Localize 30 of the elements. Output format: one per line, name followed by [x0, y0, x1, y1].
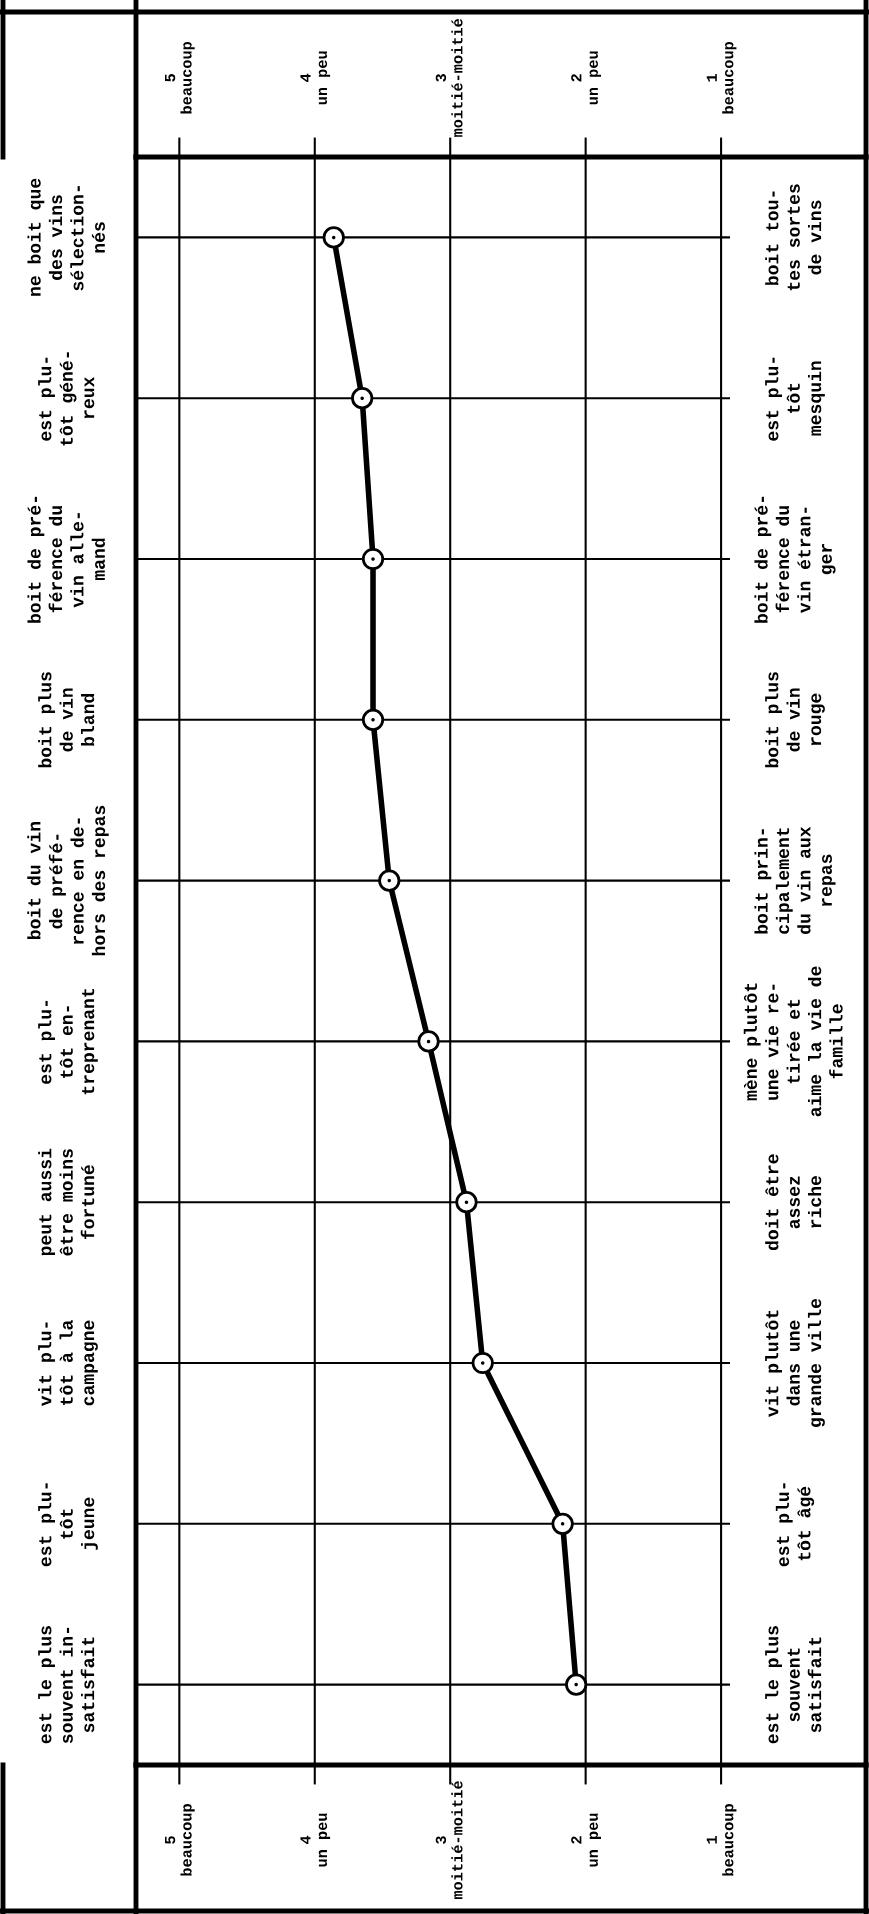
x2-tick-label: 3 moitié-moitié [435, 18, 463, 137]
x-tick-label: 5 beaucoup [165, 1804, 195, 1876]
x2-tick-label: 1 beaucoup [706, 41, 737, 114]
y2-tick-label: mène plutôt une vie re- tirée et aime la vie de famille [743, 966, 843, 1117]
y2-tick-label: vit plutôt dans une grande ville [765, 1298, 825, 1427]
x-tick-label: 3 moitié-moitié [435, 1781, 463, 1900]
x-tick-label: 2 un peu [571, 1813, 601, 1867]
y2-tick-label: boit plus de vin rouge [765, 672, 825, 768]
x-tick-label: 1 beaucoup [706, 1804, 737, 1876]
y-tick-label: est plu- tôt jeune [38, 1483, 98, 1567]
y-tick-label: est plu- tôt géné- reux [38, 352, 95, 446]
y2-tick-label: est le plus souvent satisfait [765, 1626, 822, 1744]
y2-tick-label: boit de pré- férence du vin étran- ger [754, 496, 836, 623]
y-tick-label: ne boit que des vins sélection- nés [27, 178, 105, 296]
y2-tick-label: est plu- tôt mesquin [765, 357, 825, 441]
x2-tick-label: 2 un peu [571, 51, 601, 105]
y-tick-label: boit du vin de préfé- rence en de- hors des repas [27, 805, 109, 956]
y2-tick-label: boit prin- cipalement du vin aux repas [754, 826, 836, 934]
y-tick-label: peut aussi être moins fortuné [38, 1148, 95, 1256]
y2-tick-label: doit être assez riche [765, 1154, 822, 1251]
y-tick-label: est plu- tôt en- treprenant [38, 988, 98, 1095]
x2-tick-label: 5 beaucoup [165, 41, 195, 114]
y-tick-label: vit plu- tôt à la campagne [38, 1320, 98, 1407]
y2-tick-label: est plu- tôt âgé [775, 1483, 815, 1567]
x-tick-label: 4 un peu [300, 1813, 331, 1867]
y2-tick-label: boit tou- tes sortes de vins [765, 184, 822, 291]
x2-tick-label: 4 un peu [300, 51, 331, 105]
y-tick-label: est le plus souvent in- satisfait [38, 1626, 95, 1744]
y-tick-label: boit de pré- férence du vin alle- mand [27, 496, 105, 623]
y-tick-label: boit plus de vin bland [38, 672, 95, 768]
